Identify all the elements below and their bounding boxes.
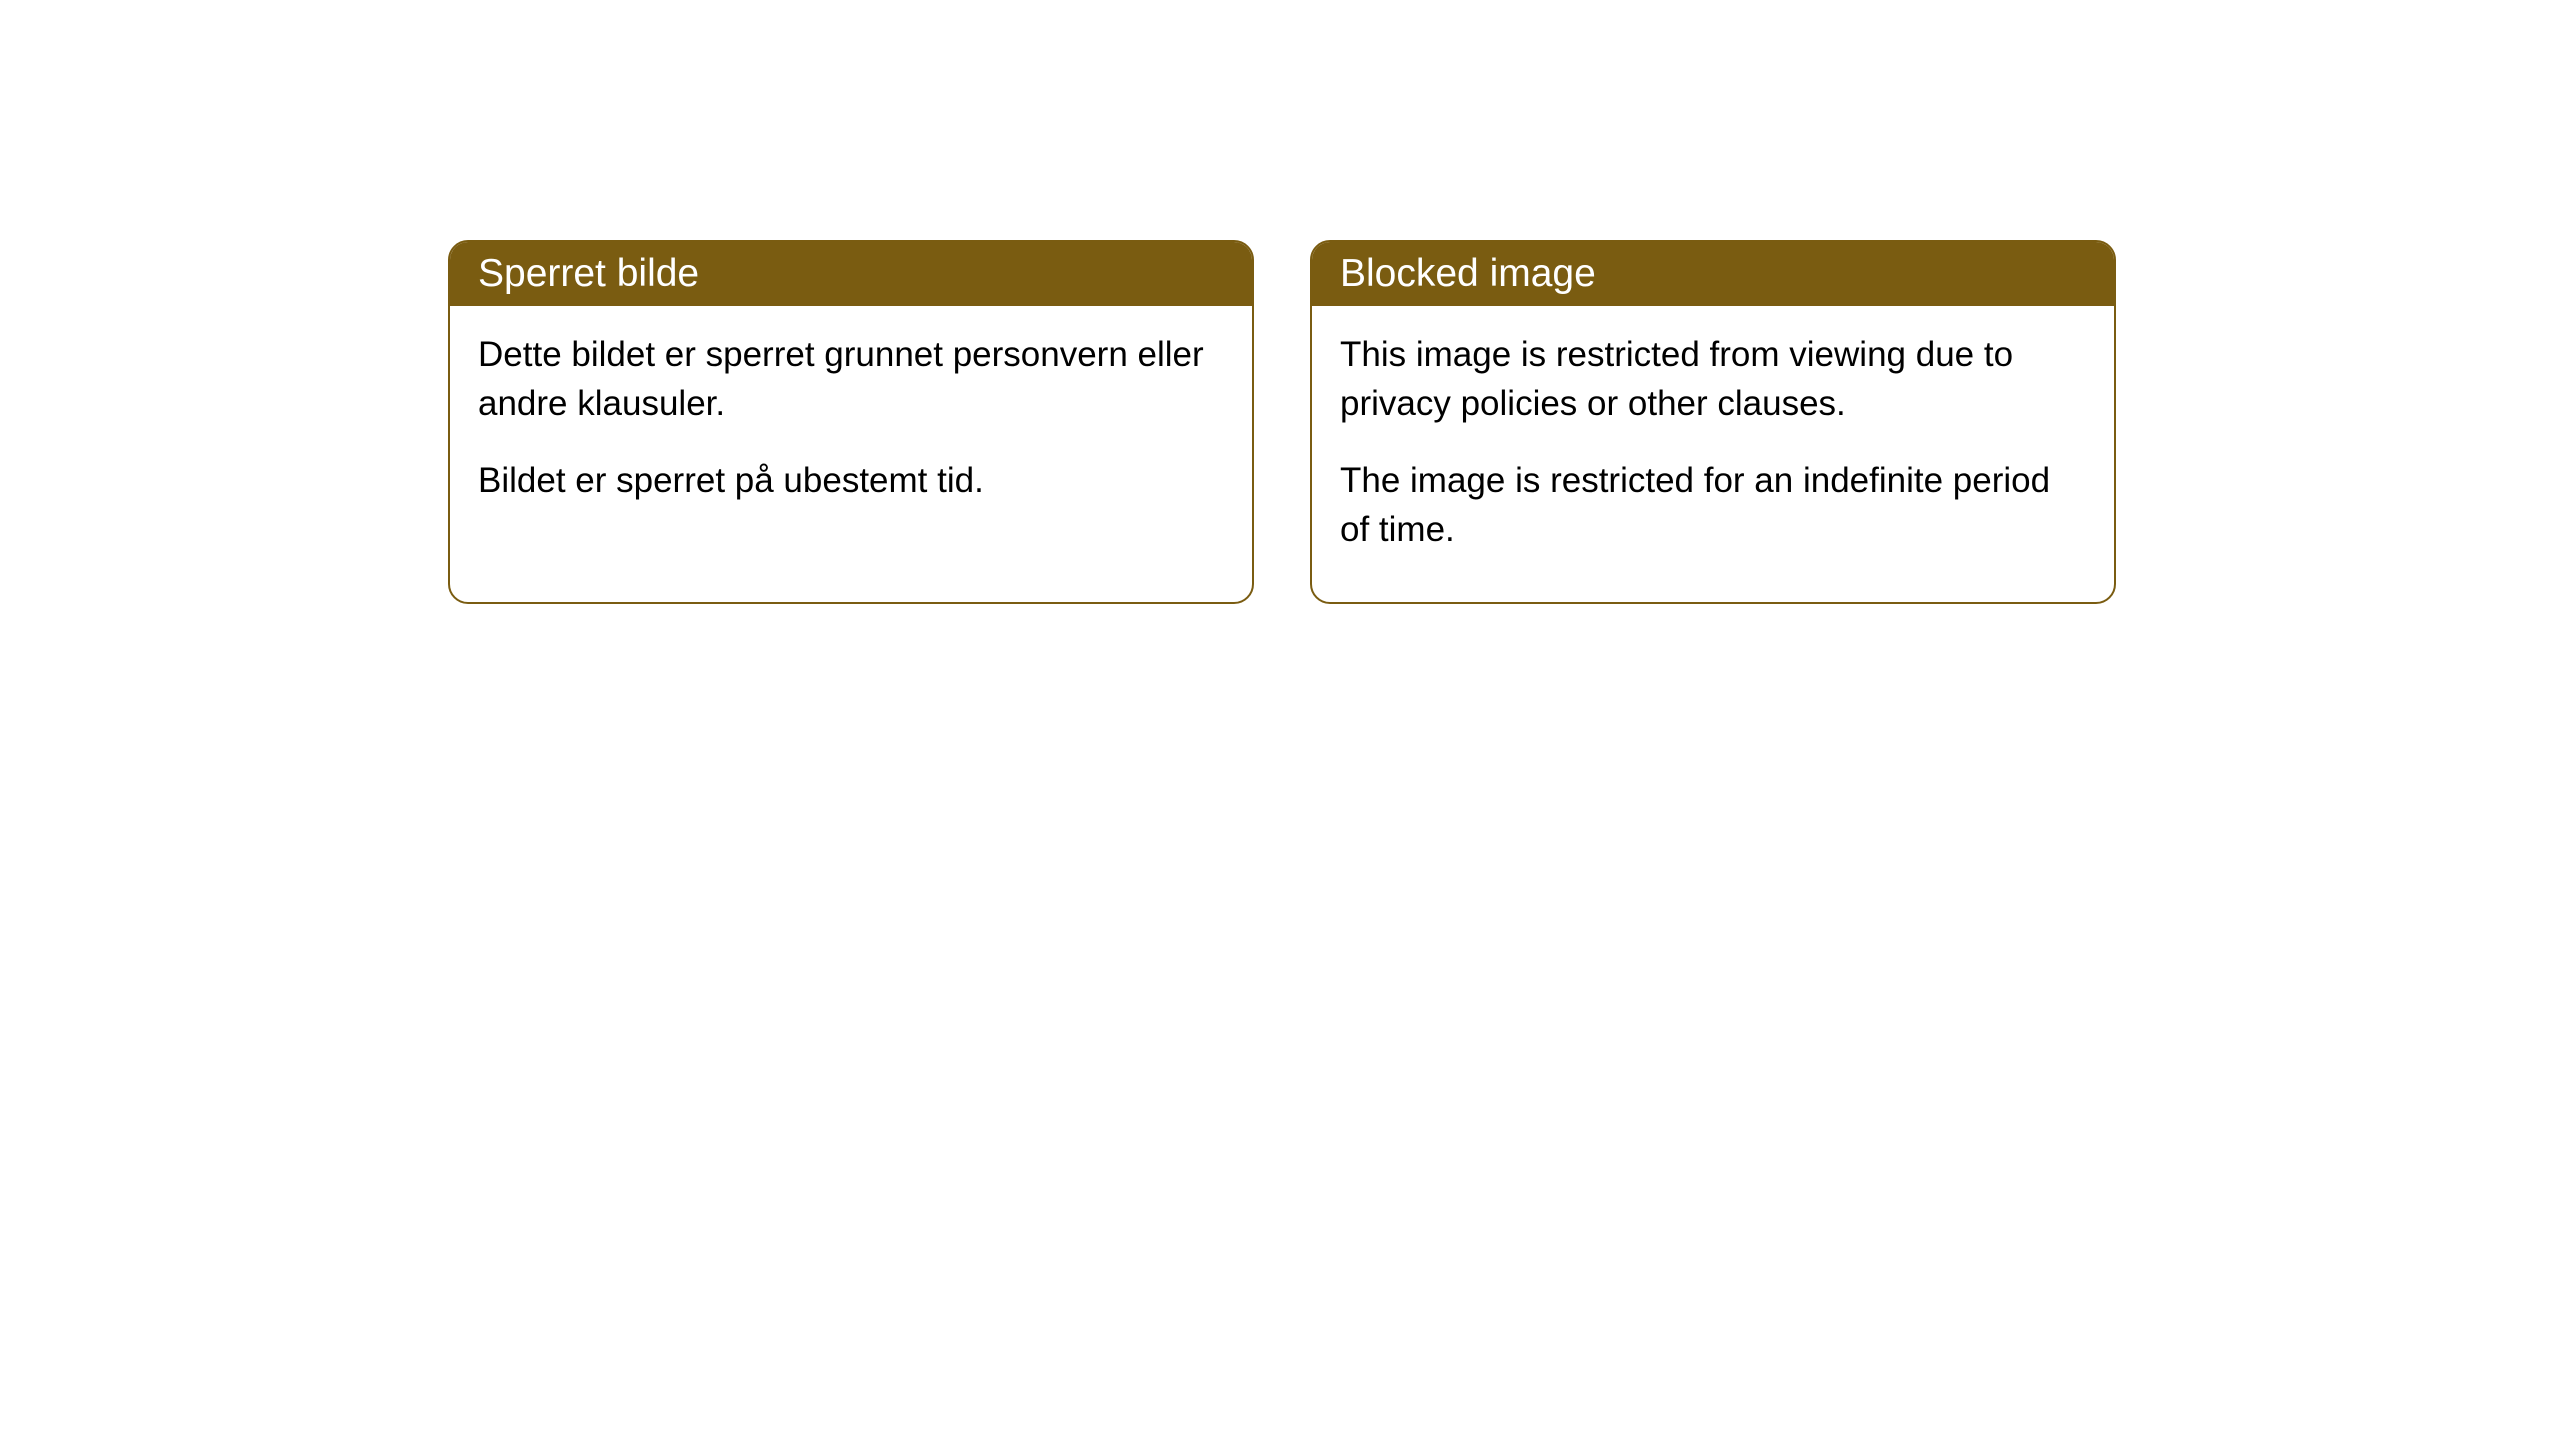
blocked-image-card-english: Blocked image This image is restricted f…	[1310, 240, 2116, 604]
card-body-norwegian: Dette bildet er sperret grunnet personve…	[450, 306, 1252, 553]
card-body-english: This image is restricted from viewing du…	[1312, 306, 2114, 602]
card-text-2-english: The image is restricted for an indefinit…	[1340, 456, 2086, 554]
card-text-1-english: This image is restricted from viewing du…	[1340, 330, 2086, 428]
notice-cards-container: Sperret bilde Dette bildet er sperret gr…	[448, 240, 2116, 604]
card-text-2-norwegian: Bildet er sperret på ubestemt tid.	[478, 456, 1224, 505]
blocked-image-card-norwegian: Sperret bilde Dette bildet er sperret gr…	[448, 240, 1254, 604]
card-header-norwegian: Sperret bilde	[450, 242, 1252, 306]
card-text-1-norwegian: Dette bildet er sperret grunnet personve…	[478, 330, 1224, 428]
card-header-english: Blocked image	[1312, 242, 2114, 306]
